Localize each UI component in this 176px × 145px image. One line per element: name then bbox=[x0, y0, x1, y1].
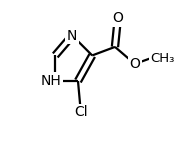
Text: Cl: Cl bbox=[74, 105, 88, 119]
Text: N: N bbox=[67, 29, 77, 42]
Text: NH: NH bbox=[41, 74, 61, 88]
Text: CH₃: CH₃ bbox=[150, 52, 175, 65]
Text: O: O bbox=[112, 11, 123, 26]
Text: O: O bbox=[129, 57, 140, 71]
